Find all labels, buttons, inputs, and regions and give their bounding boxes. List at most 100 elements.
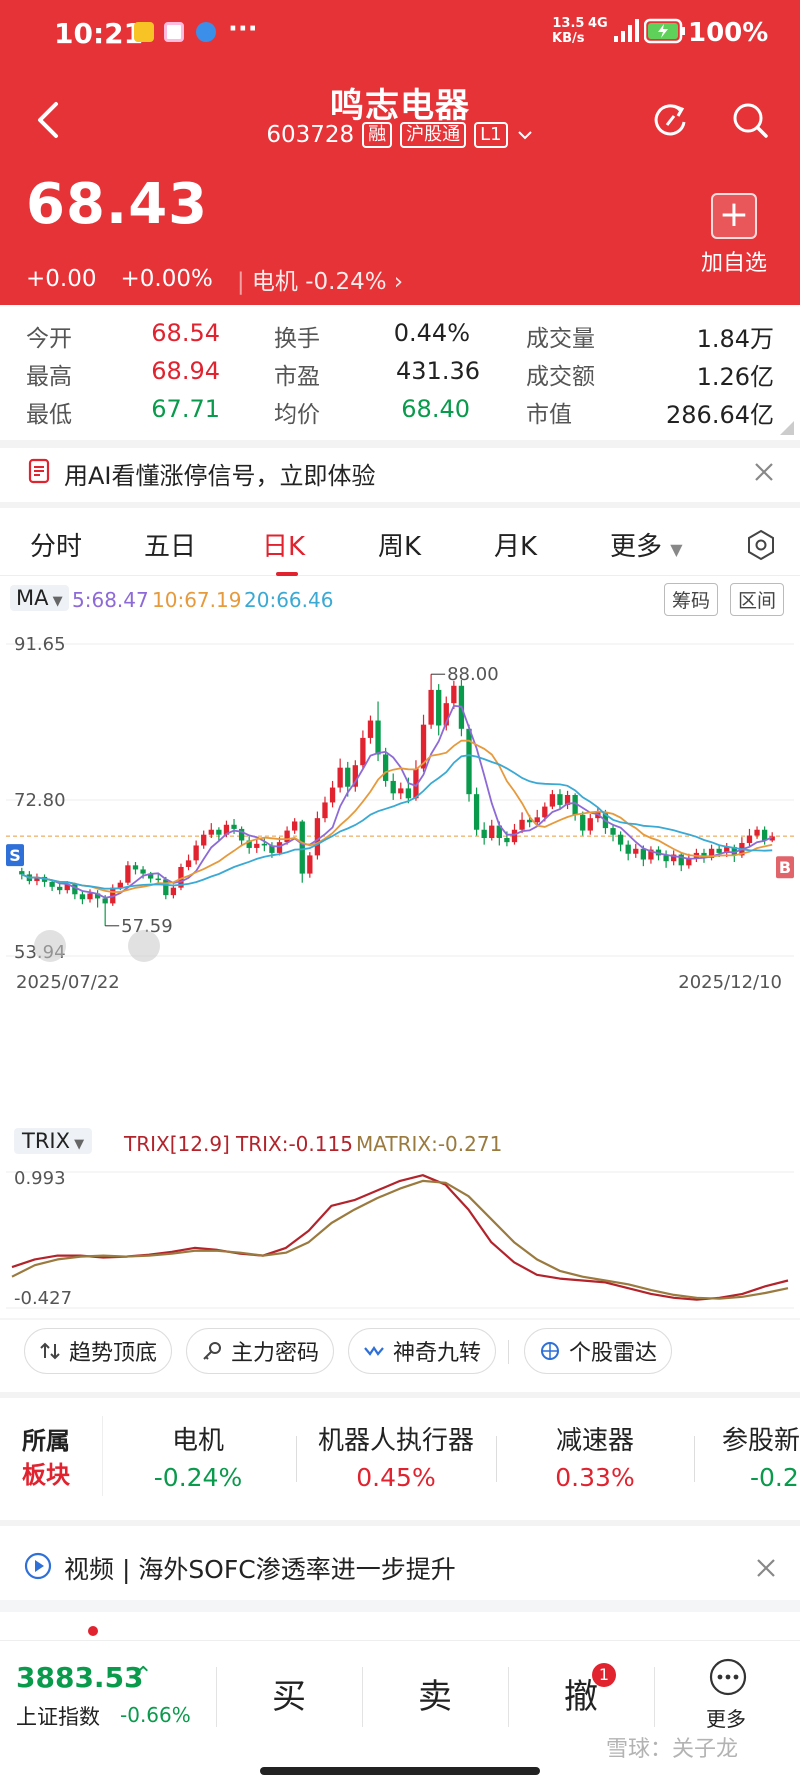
expand-left-icon [34, 930, 66, 962]
candle-body [716, 848, 722, 853]
candle-body [511, 829, 518, 843]
divider [508, 1667, 509, 1727]
ma20-line [21, 754, 773, 890]
trix-chart[interactable]: 0.993 -0.427 [6, 1160, 794, 1320]
net-speed: 13.5 KB/s [552, 16, 585, 46]
back-arrow-icon[interactable] [34, 100, 64, 140]
stock-radar-chip[interactable]: 个股雷达 [524, 1328, 673, 1374]
tab-more[interactable]: 更多 ▼ [610, 526, 683, 563]
divider [496, 1436, 497, 1482]
video-banner[interactable]: 视频 | 海外SOFC渗透率进一步提升 [0, 1542, 800, 1592]
add-watch-label: 加自选 [700, 251, 767, 276]
candle-body [269, 845, 275, 853]
close-icon[interactable] [752, 1554, 780, 1582]
candle-body [163, 879, 169, 896]
expand-corner-icon[interactable] [780, 421, 794, 435]
candle-body [534, 817, 540, 823]
candle-body [125, 865, 131, 883]
tab-intraday[interactable]: 分时 [30, 532, 83, 562]
divider [694, 1436, 695, 1482]
settings-hexagon-icon[interactable] [744, 528, 778, 562]
battery-icon [644, 18, 685, 44]
tab-monthly-k[interactable]: 月K [494, 532, 538, 562]
candle-body [420, 724, 427, 769]
ma5-value: 5:68.47 [72, 588, 149, 612]
play-circle-icon [24, 1552, 52, 1580]
sector-item[interactable]: 机器人执行器 0.45% [317, 1426, 474, 1492]
trend-top-bottom-chip[interactable]: 趋势顶底 [24, 1328, 173, 1374]
status-bar: 10:21 ··· 13.5 KB/s 4G 100% [0, 0, 800, 62]
ma-selector[interactable]: MA ▼ [10, 585, 69, 611]
cancel-order-button[interactable]: 撤 [564, 1677, 598, 1717]
candle-body [367, 720, 374, 738]
chip-label: 神奇九转 [393, 1341, 482, 1366]
trix-y-min-label: -0.427 [14, 1288, 72, 1309]
sector-item[interactable]: 参股新 -0.2 [722, 1426, 800, 1492]
ma10-line [21, 739, 773, 893]
candle-body [466, 728, 472, 795]
candle-body [375, 720, 381, 755]
sector-title-divider [102, 1416, 103, 1496]
add-to-watchlist-button[interactable]: + 加自选 [694, 193, 774, 277]
turnover-value: 0.44% [393, 319, 470, 347]
candle-body [223, 824, 230, 835]
chevron-down-icon[interactable] [516, 128, 534, 142]
bottom-trade-bar: 3883.53 ⌃ 上证指数 -0.66% 买 卖 撤 1 更多 雪球：关子龙 [0, 1640, 800, 1778]
sector-list: 所属 板块 电机 -0.24% 机器人执行器 0.45% 减速器 0.33% 参… [0, 1400, 800, 1510]
candle-body [731, 847, 737, 856]
candle-body [246, 840, 252, 848]
sell-button[interactable]: 卖 [418, 1677, 452, 1717]
candle-body [572, 794, 578, 815]
collapse-icon [128, 930, 160, 962]
indicator-selector[interactable]: TRIX ▼ [14, 1128, 93, 1154]
close-icon[interactable] [750, 458, 778, 486]
buy-button[interactable]: 买 [272, 1677, 306, 1717]
sector-item[interactable]: 减速器 0.33% [555, 1426, 635, 1492]
candle-body [526, 819, 533, 823]
sector-item[interactable]: 电机 -0.24% [153, 1426, 243, 1492]
stock-code-line[interactable]: 603728 融 沪股通 L1 [0, 122, 800, 148]
candle-body [405, 788, 412, 799]
candle-body [276, 842, 283, 853]
divider [0, 1520, 800, 1526]
trix-value: TRIX:-0.115 [236, 1132, 353, 1156]
candle-body [769, 836, 775, 841]
kline-chart[interactable]: 91.6572.8053.942025/07/222025/12/1088.00… [6, 626, 794, 1126]
magic-nine-chip[interactable]: 神奇九转 [348, 1328, 497, 1374]
red-dot-indicator [88, 1626, 98, 1636]
candle-body [686, 857, 692, 866]
trix-legend: TRIX ▼ TRIX[12.9] TRIX:-0.115 MATRIX:-0.… [0, 1128, 800, 1160]
margin-tag: 融 [362, 122, 393, 148]
notification-badge: 1 [592, 1663, 616, 1687]
refresh-icon[interactable] [650, 100, 690, 140]
sector-change: -0.24% [305, 269, 387, 295]
candle-body [580, 814, 586, 831]
ma5-line [21, 704, 773, 899]
key-icon [203, 1342, 221, 1360]
sector-link[interactable]: | 电机 -0.24% › [236, 269, 404, 295]
candle-body [451, 685, 457, 704]
tab-five-day[interactable]: 五日 [144, 532, 197, 562]
tab-daily-k[interactable]: 日K [262, 532, 306, 562]
tab-weekly-k[interactable]: 周K [378, 532, 422, 562]
sector-title: 所属 板块 [22, 1427, 70, 1489]
quote-stats[interactable]: 今开 68.54 最高 68.94 最低 67.71 换手 0.44% 市盈 4… [0, 305, 800, 440]
ai-banner[interactable]: 用AI看懂涨停信号，立即体验 [0, 448, 800, 496]
candle-body [261, 843, 268, 846]
notification-app-icon [164, 22, 184, 42]
stock-code: 603728 [266, 122, 355, 148]
range-button[interactable]: 区间 [730, 583, 785, 616]
mktcap-value: 286.64亿 [666, 401, 774, 429]
main-force-chip[interactable]: 主力密码 [186, 1328, 335, 1374]
matrix-value: MATRIX:-0.271 [356, 1132, 503, 1156]
search-icon[interactable] [730, 100, 770, 140]
candle-body [549, 794, 556, 807]
chip-distribution-button[interactable]: 筹码 [664, 583, 719, 616]
candle-body [284, 830, 290, 843]
y-mid-label: 72.80 [14, 790, 66, 811]
more-dots-icon[interactable] [708, 1657, 748, 1697]
meituan-app-icon [134, 22, 154, 42]
candle-body [299, 821, 305, 874]
divider [0, 440, 800, 448]
candle-body [701, 852, 707, 858]
